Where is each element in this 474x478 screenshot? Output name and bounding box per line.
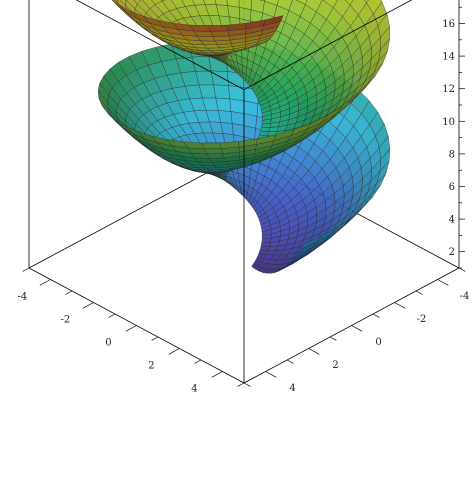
x-axis: -4 -2 0 2 4	[243, 267, 470, 394]
surface-facet	[203, 148, 223, 155]
surface-facet	[260, 127, 271, 132]
y-tick-mark	[211, 371, 223, 378]
y-tick-label: -2	[61, 315, 71, 326]
z-tick-label: 12	[442, 84, 455, 95]
box-edge-front	[243, 0, 413, 90]
y-tick-label: 2	[148, 361, 154, 372]
x-tick-mark	[265, 371, 277, 378]
y-axis: -4 -2 0 2 4	[18, 267, 245, 395]
surface-facet	[161, 0, 166, 2]
surface-facet	[206, 153, 225, 159]
surface-facet	[209, 157, 226, 163]
z-tick-label: 2	[449, 247, 455, 258]
surface-facet	[208, 24, 229, 32]
x-tick-label: 4	[289, 383, 295, 394]
x-tick-mark	[308, 348, 320, 355]
y-minor-tick	[65, 290, 73, 295]
surface-facet	[193, 30, 214, 37]
surface-mesh	[97, 0, 391, 274]
surface-facet	[201, 142, 222, 149]
surface-facet	[125, 0, 138, 10]
surface-facet	[197, 36, 216, 42]
z-tick-label: 8	[449, 149, 455, 160]
x-tick-label: 0	[375, 337, 381, 348]
x-tick-label: 2	[332, 360, 338, 371]
surface-facet	[151, 0, 163, 5]
z-axis: 24681012141618	[442, 6, 465, 269]
surface-facet	[260, 242, 271, 247]
surface-facet	[363, 0, 369, 4]
surface-facet	[210, 30, 230, 37]
y-minor-tick	[151, 336, 159, 341]
y-tick-label: -4	[18, 292, 28, 303]
x-minor-tick	[458, 267, 466, 272]
surface-facet	[300, 235, 322, 250]
y-minor-tick	[194, 359, 202, 364]
surface-facet	[213, 84, 230, 100]
surface-facet	[322, 0, 338, 8]
z-tick-label: 14	[442, 52, 455, 63]
y-tick-mark	[39, 279, 51, 286]
y-tick-mark	[82, 302, 94, 309]
x-tick-label: -4	[460, 291, 470, 302]
x-tick-label: -2	[417, 314, 427, 325]
y-tick-mark	[168, 348, 180, 355]
y-tick-label: 4	[191, 384, 197, 395]
box-edge-front	[75, 0, 245, 90]
x-minor-tick	[243, 382, 251, 387]
x-minor-tick	[286, 359, 294, 364]
z-tick-label: 4	[449, 215, 455, 226]
y-minor-tick	[108, 313, 116, 318]
surface-facet	[261, 123, 272, 128]
x-minor-tick	[372, 313, 380, 318]
surface-facet	[256, 134, 277, 145]
x-tick-mark	[351, 325, 363, 332]
surface-facet	[230, 111, 244, 126]
x-tick-mark	[437, 279, 449, 286]
x-tick-mark	[394, 302, 406, 309]
surface-facet	[190, 24, 211, 32]
surface-facet	[111, 0, 114, 1]
y-tick-label: 0	[105, 338, 111, 349]
z-tick-label: 10	[442, 117, 455, 128]
y-minor-tick	[22, 267, 30, 272]
y-minor-tick	[237, 382, 245, 387]
surface-facet	[245, 19, 265, 29]
x-minor-tick	[329, 336, 337, 341]
surface-facet	[344, 0, 354, 5]
z-tick-label: 16	[442, 19, 455, 30]
z-tick-label: 6	[449, 182, 455, 193]
surface-facet	[142, 0, 156, 9]
x-minor-tick	[415, 290, 423, 295]
surface-facet	[133, 0, 141, 4]
y-tick-mark	[125, 325, 137, 332]
surface-facet	[229, 98, 244, 114]
